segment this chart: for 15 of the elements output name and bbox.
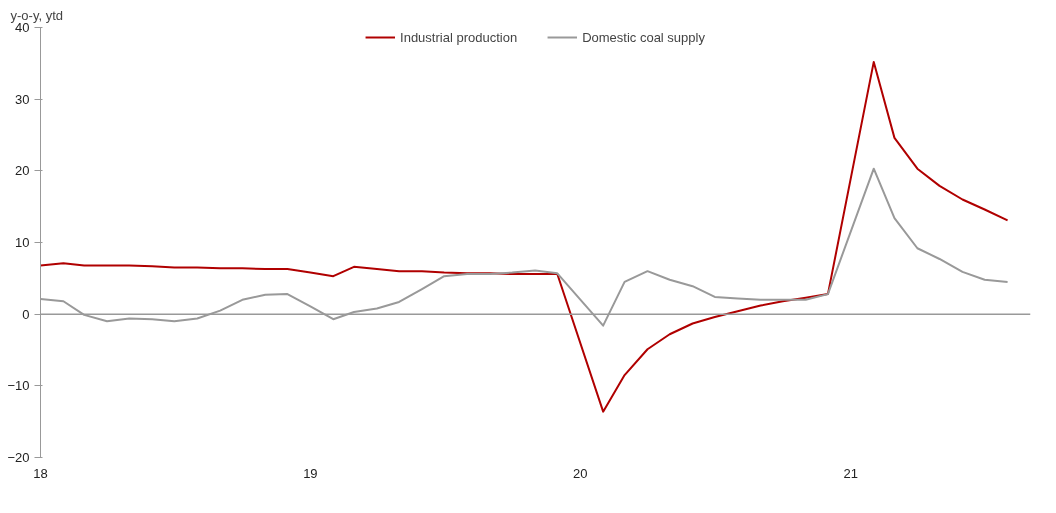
y-tick-label: 20 (15, 163, 30, 179)
x-tick-label: 19 (303, 465, 318, 481)
y-axis-title: y-o-y, ytd (10, 7, 63, 23)
y-tick-label: 30 (15, 91, 30, 107)
x-tick-label: 20 (573, 465, 588, 481)
x-tick-label: 18 (33, 465, 48, 481)
legend-label: Industrial production (400, 29, 518, 45)
x-tick-label: 21 (843, 465, 859, 481)
legend-label: Domestic coal supply (582, 29, 705, 45)
y-tick-label: 0 (22, 306, 30, 322)
y-tick-label: −20 (7, 450, 30, 465)
y-tick-label: 10 (15, 235, 30, 250)
line-series (40, 60, 1009, 413)
y-tick-label: −10 (7, 378, 30, 394)
y-tick-label: 40 (15, 20, 30, 35)
